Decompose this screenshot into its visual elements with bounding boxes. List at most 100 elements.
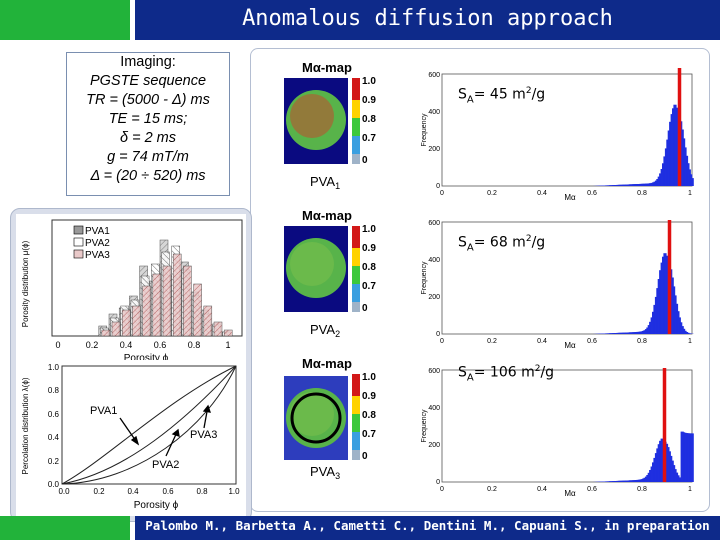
tick-label: 400 [428, 257, 440, 264]
curve-pva3 [61, 365, 237, 485]
percolation-ylabel: Percolation distribution λ(ϕ) [21, 377, 30, 474]
footer-accent [0, 516, 130, 540]
curve-label-pva1: PVA1 [90, 405, 117, 417]
map-texture [290, 392, 334, 436]
legend-swatch [73, 237, 84, 247]
tick-label: 0 [440, 338, 444, 345]
sa-unit-sup: 2 [534, 364, 541, 374]
sa-subscript: A [466, 242, 474, 254]
map-title: Mα-map [302, 60, 352, 75]
tick-label: 0.2 [48, 457, 60, 466]
sa-subscript: A [466, 372, 474, 384]
colorbar-tick: 0.9 [362, 95, 376, 106]
tick-label: 0 [440, 486, 444, 493]
porosity-distribution-plot: Porosity distribution μ(ϕ) 0 0.2 0.4 0.6… [16, 214, 246, 366]
colorbar-tick: 0 [362, 451, 368, 462]
tick-label: 600 [428, 368, 440, 375]
colorbar-segment [352, 284, 360, 302]
colorbar-segment [352, 374, 360, 396]
sample-label: PVA1 [310, 174, 340, 191]
imaging-line: PGSTE sequence [89, 73, 207, 89]
sa-value: = 106 m [473, 364, 535, 381]
curve-pva2 [61, 365, 237, 485]
map-texture [290, 242, 334, 286]
tick-label: 400 [428, 405, 440, 412]
sample-subscript: 1 [335, 181, 340, 191]
sa-symbol: S [458, 86, 467, 103]
imaging-line: Δ = (20 ÷ 520) ms [90, 168, 206, 184]
map-roi-circle [290, 392, 342, 444]
porosity-bar [142, 285, 151, 337]
histogram-ylabel: Frequency [421, 409, 428, 443]
sample-name: PVA [310, 174, 335, 189]
colorbar-tick: 0.9 [362, 243, 376, 254]
colorbar-tick: 1.0 [362, 76, 376, 87]
porosity-bars [98, 239, 233, 337]
porosity-bar [162, 265, 172, 337]
tick-label: 0 [436, 183, 440, 190]
porosity-xlabel: Porosity ϕ [124, 353, 169, 364]
colorbar-segment [352, 450, 360, 460]
colorbar-tick: 0.9 [362, 391, 376, 402]
histogram-frame [441, 221, 693, 335]
tick-label: 600 [428, 72, 440, 79]
tick-label: 1 [688, 190, 692, 197]
arrow-head [171, 428, 180, 437]
colorbar [352, 226, 360, 312]
tick-label: 0.6 [587, 338, 597, 345]
sa-value: = 68 m [473, 234, 526, 251]
tick-label: 0.2 [487, 338, 497, 345]
sa-unit-sup: 2 [525, 234, 532, 244]
tick-label: 0.4 [537, 486, 547, 493]
tick-label: 0.0 [48, 480, 60, 489]
colorbar-segment [352, 154, 360, 164]
map-title: Mα-map [302, 356, 352, 371]
sa-subscript: A [466, 94, 474, 106]
porosity-ylabel: Porosity distribution μ(ϕ) [21, 240, 30, 327]
histogram-frame [441, 369, 693, 483]
sa-value: = 45 m [473, 86, 526, 103]
map-title: Mα-map [302, 208, 352, 223]
tick-label: 1.0 [48, 363, 60, 372]
colorbar [352, 78, 360, 164]
sample-name: PVA [310, 322, 335, 337]
tick-label: 0.2 [487, 486, 497, 493]
tick-label: 0 [436, 479, 440, 486]
colorbar-segment [352, 266, 360, 284]
colorbar-segment [352, 100, 360, 118]
histogram-ylabel: Frequency [421, 261, 428, 295]
sample-label: PVA3 [310, 464, 340, 481]
tick-label: 600 [428, 220, 440, 227]
surface-area-label: SA= 68 m2/g [458, 234, 545, 253]
porosity-bar [223, 329, 233, 337]
footer-bar [135, 516, 720, 540]
sa-unit-tail: /g [531, 234, 546, 251]
tick-label: 0.4 [537, 338, 547, 345]
imaging-heading: Imaging: [120, 54, 176, 70]
colorbar-tick: 0.7 [362, 429, 376, 440]
histogram-xlabel: Mα [564, 341, 576, 348]
colorbar-tick: 0.8 [362, 410, 376, 421]
tick-label: 400 [428, 109, 440, 116]
colorbar-tick: 0.8 [362, 262, 376, 273]
alpha-map-panel: Mα-map 1.0 0.9 0.8 0.7 0 PVA3 [282, 352, 382, 494]
sa-unit-tail: /g [540, 364, 555, 381]
tick-label: 0.4 [48, 433, 60, 442]
sa-symbol: S [458, 234, 467, 251]
frequency-histogram: Frequency 0 200 400 600 0 0.2 0.4 0.6 0.8 1 Mα [421, 368, 694, 496]
sa-unit-tail: /g [531, 86, 546, 103]
percolation-distribution-plot: Percolation distribution λ(ϕ) 0.0 0.2 0.… [16, 360, 246, 516]
arrow-head [202, 404, 211, 413]
colorbar-tick: 0 [362, 303, 368, 314]
colorbar-tick: 1.0 [362, 224, 376, 235]
alpha-map-panel: Mα-map 1.0 0.9 0.8 0.7 0 PVA2 [282, 204, 382, 346]
histogram-bar [690, 433, 694, 482]
porosity-bar [193, 283, 202, 337]
colorbar-segment [352, 78, 360, 100]
tick-label: 0.8 [637, 486, 647, 493]
colorbar-segment [352, 226, 360, 248]
histogram-xlabel: Mα [564, 489, 576, 496]
legend-swatch [73, 249, 84, 259]
colorbar-segment [352, 248, 360, 266]
porosity-bar [213, 321, 223, 337]
